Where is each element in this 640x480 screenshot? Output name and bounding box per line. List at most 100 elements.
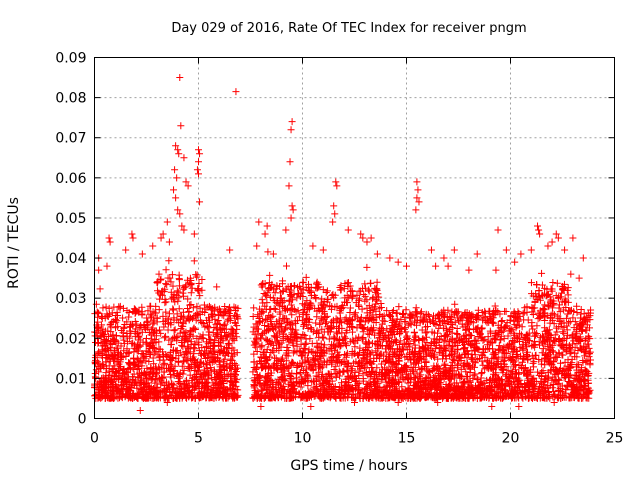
data-point: [559, 337, 567, 345]
data-point: [577, 336, 585, 344]
data-point: [231, 318, 239, 326]
data-point: [427, 246, 435, 254]
data-point: [288, 118, 296, 126]
data-point: [122, 246, 130, 254]
data-point: [536, 296, 544, 304]
data-point: [363, 263, 371, 271]
data-point: [180, 154, 188, 162]
data-point: [373, 250, 381, 258]
data-point: [450, 367, 458, 375]
data-point: [361, 280, 369, 288]
data-point: [196, 198, 204, 206]
data-point: [505, 327, 513, 335]
data-point: [179, 289, 187, 297]
data-point: [198, 319, 206, 327]
data-point: [484, 362, 492, 370]
data-point: [357, 230, 365, 238]
data-point: [304, 376, 312, 384]
data-point: [285, 297, 293, 305]
data-point: [367, 234, 375, 242]
data-point: [169, 306, 177, 314]
data-point: [206, 335, 214, 343]
data-point: [372, 300, 380, 308]
data-point: [585, 353, 593, 361]
data-point: [230, 303, 238, 311]
data-point: [129, 322, 137, 330]
data-point: [453, 379, 461, 387]
data-point: [168, 271, 176, 279]
data-point: [91, 360, 99, 368]
chart-title: Day 029 of 2016, Rate Of TEC Index for r…: [171, 21, 526, 36]
data-point: [554, 234, 562, 242]
data-point: [255, 373, 263, 381]
data-point: [95, 393, 103, 401]
data-point: [282, 226, 290, 234]
data-point: [488, 402, 496, 410]
data-point: [507, 313, 515, 321]
data-point: [490, 334, 498, 342]
data-point: [450, 350, 458, 358]
data-point: [470, 326, 478, 334]
data-point: [92, 351, 100, 359]
data-point: [340, 333, 348, 341]
data-point: [541, 361, 549, 369]
data-point: [174, 206, 182, 214]
data-point: [345, 294, 353, 302]
data-point: [472, 385, 480, 393]
data-point: [258, 364, 266, 372]
data-point: [288, 311, 296, 319]
data-point: [169, 367, 177, 375]
data-point: [365, 287, 373, 295]
data-point: [323, 312, 331, 320]
data-point: [536, 230, 544, 238]
data-point: [467, 341, 475, 349]
data-point: [450, 355, 458, 363]
data-point: [494, 226, 502, 234]
data-point: [478, 380, 486, 388]
data-point: [285, 370, 293, 378]
data-point: [449, 342, 457, 350]
data-point: [122, 368, 130, 376]
data-point: [436, 318, 444, 326]
data-point: [520, 316, 528, 324]
data-point: [175, 282, 183, 290]
data-point: [263, 222, 271, 230]
data-point: [548, 287, 556, 295]
data-point: [358, 335, 366, 343]
data-point: [190, 350, 198, 358]
data-point: [541, 301, 549, 309]
data-point: [367, 307, 375, 315]
data-point: [174, 288, 182, 296]
data-point: [429, 347, 437, 355]
data-point: [161, 299, 169, 307]
data-point: [515, 402, 523, 410]
data-point: [262, 335, 270, 343]
data-point: [184, 314, 192, 322]
data-point: [187, 301, 195, 309]
data-point: [332, 315, 340, 323]
data-point: [495, 328, 503, 336]
data-point: [529, 359, 537, 367]
data-point: [233, 349, 241, 357]
data-point: [584, 372, 592, 380]
data-point: [266, 271, 274, 279]
data-point: [314, 391, 322, 399]
data-point: [511, 258, 519, 266]
data-point: [531, 351, 539, 359]
data-point: [529, 325, 537, 333]
data-point: [324, 381, 332, 389]
data-point: [96, 285, 104, 293]
data-point: [171, 298, 179, 306]
data-point: [129, 234, 137, 242]
data-point: [539, 345, 547, 353]
data-point: [492, 333, 500, 341]
data-point: [391, 372, 399, 380]
data-point: [526, 368, 534, 376]
data-point: [195, 146, 202, 154]
data-point: [355, 295, 363, 303]
data-point: [470, 358, 478, 366]
data-point: [176, 210, 184, 218]
data-point: [130, 344, 138, 352]
data-point: [162, 298, 170, 306]
data-point: [187, 289, 195, 297]
